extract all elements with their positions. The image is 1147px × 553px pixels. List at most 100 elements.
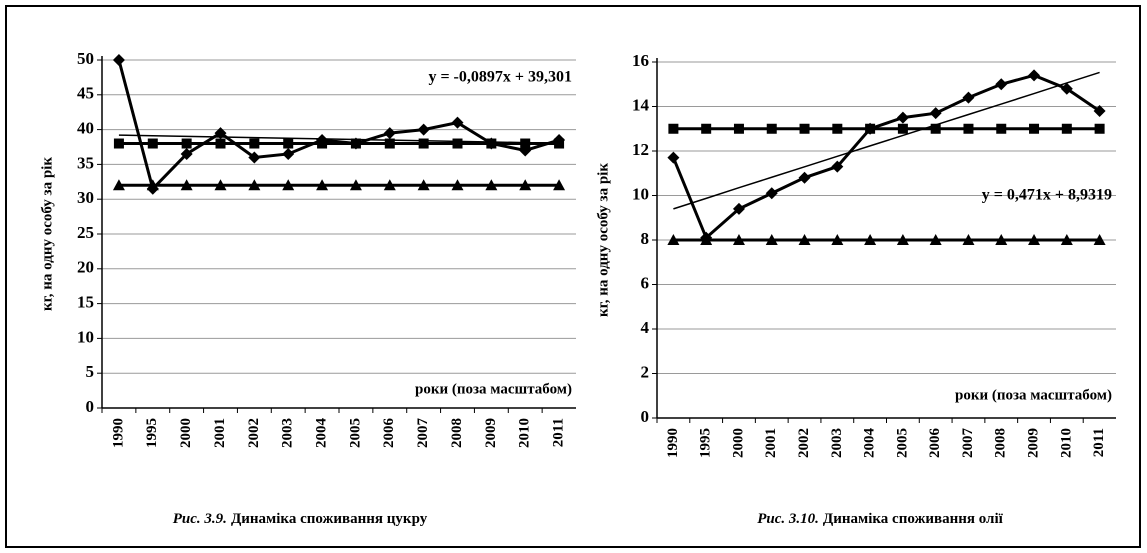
x-axis-label: роки (поза масштабом) [415, 381, 572, 397]
x-tick-label: 2009 [1025, 428, 1041, 458]
marker [667, 234, 680, 245]
marker [864, 234, 877, 245]
marker [417, 123, 430, 136]
y-tick-label: 50 [77, 49, 94, 68]
marker [282, 179, 295, 191]
y-axis-label: кг, на одну особу за рік [39, 157, 55, 311]
marker [1028, 69, 1041, 82]
trend-line [118, 134, 560, 144]
marker [667, 151, 680, 164]
y-tick-label: 12 [632, 140, 649, 159]
marker [112, 179, 125, 191]
x-axis-label: роки (поза масштабом) [955, 387, 1112, 403]
marker [766, 123, 777, 134]
marker [733, 123, 744, 134]
y-tick-label: 45 [77, 84, 94, 103]
marker [896, 234, 909, 245]
marker [451, 116, 464, 129]
marker [553, 179, 566, 191]
y-tick-label: 16 [632, 51, 649, 70]
marker [1093, 234, 1106, 245]
x-tick-label: 2006 [927, 428, 943, 459]
marker [418, 138, 429, 149]
y-tick-label: 35 [77, 153, 94, 172]
marker [248, 179, 261, 191]
x-tick-label: 2011 [1091, 428, 1107, 457]
marker [519, 179, 532, 191]
annotation: y = 0,471x + 8,9319 [982, 187, 1112, 204]
x-tick-label: 2010 [1058, 428, 1074, 458]
marker [214, 179, 227, 191]
marker [732, 202, 745, 215]
marker [181, 138, 192, 149]
x-tick-label: 2006 [381, 418, 397, 449]
y-tick-label: 14 [632, 95, 650, 114]
marker [112, 54, 125, 66]
marker [249, 138, 260, 149]
series-line [117, 59, 560, 192]
y-tick-label: 0 [641, 407, 650, 426]
x-tick-label: 2003 [829, 428, 845, 458]
caption: Рис. 3.9. Динаміка споживання цукру [173, 511, 428, 527]
marker [996, 123, 1007, 134]
marker [1029, 123, 1040, 134]
marker [248, 151, 261, 164]
marker [486, 138, 497, 149]
y-tick-label: 8 [641, 229, 650, 248]
marker [485, 179, 498, 191]
marker [897, 123, 908, 134]
marker [383, 179, 396, 191]
marker [383, 127, 396, 140]
marker [798, 171, 811, 184]
x-tick-label: 2005 [894, 428, 910, 458]
series-line [672, 73, 1101, 241]
y-tick-label: 0 [86, 397, 95, 416]
marker [283, 138, 294, 149]
marker [214, 127, 227, 140]
x-tick-label: 2000 [730, 428, 746, 458]
x-tick-label: 2005 [347, 418, 363, 448]
y-tick-label: 30 [77, 188, 94, 207]
x-tick-label: 2001 [212, 418, 228, 448]
x-tick-label: 2007 [415, 418, 431, 449]
y-tick-label: 40 [77, 119, 94, 138]
x-tick-label: 1990 [665, 428, 681, 458]
x-tick-label: 2008 [449, 418, 465, 448]
marker [831, 160, 844, 173]
y-tick-label: 4 [641, 318, 650, 337]
caption-text: Динаміка споживання цукру [231, 511, 428, 527]
x-tick-label: 2002 [796, 428, 812, 458]
x-tick-label: 1995 [698, 428, 714, 458]
caption: Рис. 3.10. Динаміка споживання олії [757, 511, 1003, 527]
x-tick-label: 2001 [763, 428, 779, 458]
marker [282, 147, 295, 160]
y-tick-label: 5 [86, 362, 95, 381]
marker [896, 111, 909, 124]
marker [520, 138, 531, 149]
marker [732, 234, 745, 245]
marker [929, 107, 942, 120]
marker [1060, 234, 1073, 245]
marker [929, 234, 942, 245]
marker [701, 123, 712, 134]
marker [962, 234, 975, 245]
x-tick-label: 2003 [280, 418, 296, 448]
marker [700, 234, 713, 245]
marker [1061, 123, 1072, 134]
marker [146, 179, 159, 191]
marker [963, 123, 974, 134]
trend-line [673, 71, 1100, 210]
marker [765, 187, 778, 200]
marker [1028, 234, 1041, 245]
y-tick-label: 25 [77, 223, 94, 242]
x-tick-label: 1995 [144, 418, 160, 448]
x-tick-label: 2009 [483, 418, 499, 448]
marker [180, 179, 193, 191]
marker [668, 123, 679, 134]
marker [451, 179, 464, 191]
marker [799, 123, 810, 134]
y-axis-label: кг, на одну особу за рік [595, 163, 611, 317]
caption-text: Динаміка споживання олії [823, 511, 1004, 527]
